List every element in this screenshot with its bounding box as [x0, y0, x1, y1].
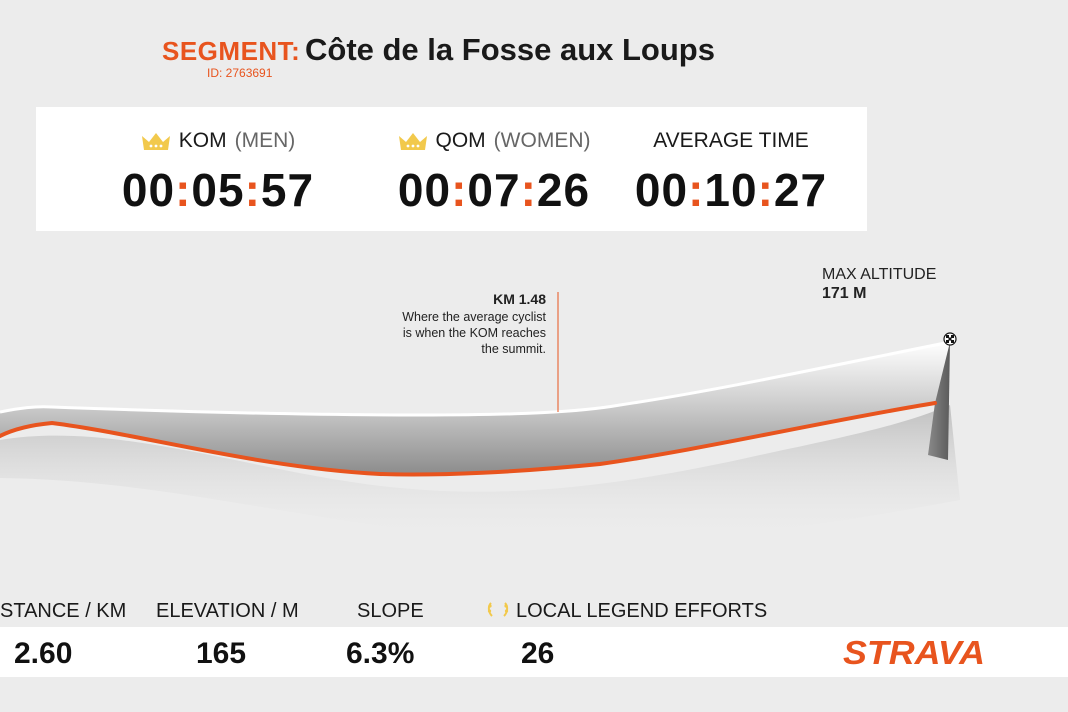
strava-logo: STRAVA [843, 635, 985, 669]
strava-logo-text: STRAVA [843, 635, 985, 669]
time-panel: KOM (MEN) 00:05:57 QOM (WOMEN) 00:07:26 AV… [36, 107, 867, 231]
kom-label: KOM [178, 129, 227, 152]
profile-wall [0, 342, 950, 475]
max-altitude-label: MAX ALTITUDE [822, 266, 937, 283]
elevation-value: 165 [196, 637, 247, 670]
average-stat: AVERAGE TIME 00:10:27 [601, 107, 861, 231]
legend-label: LOCAL LEGEND EFFORTS [516, 600, 768, 622]
qom-seconds: 26 [536, 164, 591, 216]
kom-seconds: 57 [260, 164, 315, 216]
annotation-line-2: is when the KOM reaches [402, 326, 546, 340]
avg-minutes: 10 [704, 164, 758, 216]
segment-title: Côte de la Fosse aux Loups [305, 32, 715, 67]
annotation-line-3: the summit. [481, 342, 546, 356]
max-altitude-value: 171 M [822, 285, 867, 302]
route-line [0, 401, 937, 477]
profile-end [928, 342, 950, 460]
segment-id: ID: 2763691 [207, 66, 273, 80]
profile-shadow [0, 405, 960, 542]
avg-hours: 00 [634, 164, 689, 216]
annotation-line-1: Where the average cyclist [402, 310, 546, 324]
qom-label: QOM [435, 129, 486, 152]
distance-value: 2.60 [14, 637, 73, 670]
max-altitude: MAX ALTITUDE 171 M [822, 265, 936, 303]
avg-seconds: 27 [773, 164, 828, 216]
stats-values: 2.60 165 6.3% 26 STRAVA [0, 627, 1068, 677]
average-time: 00:10:27 [634, 164, 828, 216]
crown-icon [141, 133, 170, 150]
elevation-label: ELEVATION / M [156, 600, 299, 622]
average-label: AVERAGE TIME [653, 129, 809, 152]
slope-label: SLOPE [357, 600, 424, 622]
qom-time: 00:07:26 [397, 164, 591, 216]
slope-value: 6.3% [346, 637, 415, 670]
qom-stat: QOM (WOMEN) 00:07:26 [364, 107, 624, 231]
laurel-icon [487, 602, 509, 617]
kom-hours: 00 [121, 164, 176, 216]
qom-sub: (WOMEN) [493, 129, 591, 152]
crown-icon [398, 133, 427, 150]
kom-time: 00:05:57 [121, 164, 315, 216]
elevation-profile [0, 292, 960, 542]
qom-minutes: 07 [467, 164, 521, 216]
legend-label-wrap: LOCAL LEGEND EFFORTS [486, 600, 767, 623]
km-annotation: KM 1.48 Where the average cyclist is whe… [360, 291, 546, 357]
segment-label: SEGMENT: [162, 36, 301, 66]
legend-value: 26 [521, 637, 555, 670]
kom-sub: (MEN) [234, 129, 296, 152]
finish-flag-icon [943, 332, 957, 346]
profile-top-edge [0, 340, 951, 417]
kom-minutes: 05 [191, 164, 245, 216]
qom-hours: 00 [397, 164, 452, 216]
distance-label: STANCE / KM [0, 600, 127, 622]
annotation-title: KM 1.48 [493, 291, 546, 307]
kom-stat: KOM (MEN) 00:05:57 [88, 107, 348, 231]
stats-labels: STANCE / KM ELEVATION / M SLOPE LOCAL LE… [0, 600, 1068, 626]
